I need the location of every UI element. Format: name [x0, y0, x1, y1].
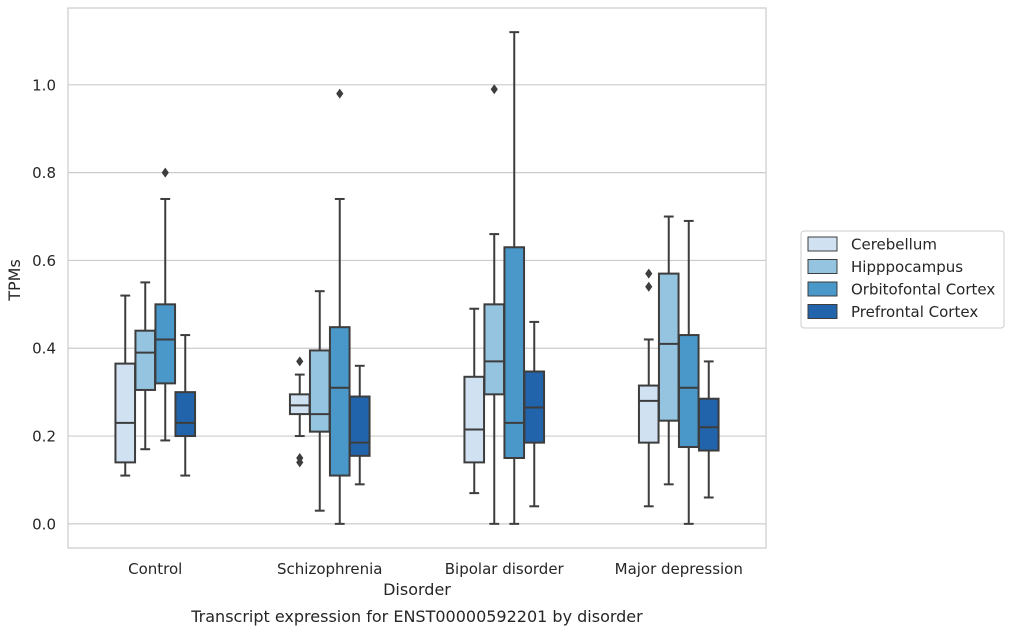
outlier-point	[645, 281, 653, 292]
box-group	[288, 88, 371, 525]
y-tick-label: 0.2	[32, 428, 56, 446]
legend-label: Cerebellum	[851, 236, 937, 254]
y-axis-ticks: 0.0 0.2 0.4 0.6 0.8 1.0	[32, 76, 56, 533]
box	[114, 362, 137, 464]
legend-frame	[800, 230, 1005, 329]
plot-area-frame	[67, 7, 767, 549]
legend-swatch	[807, 304, 838, 319]
y-tick-label: 0.4	[32, 340, 56, 358]
outlier-point	[296, 457, 304, 468]
box	[134, 329, 157, 391]
x-axis-ticks: Control Schizophrenia Bipolar disorder Majo…	[128, 560, 743, 578]
legend-label: Prefrontal Cortex	[851, 303, 978, 321]
outlier-point	[296, 356, 304, 367]
x-tick-label: Schizophrenia	[277, 560, 382, 578]
x-tick-label: Control	[128, 560, 182, 578]
legend-swatch	[807, 236, 838, 252]
y-axis-label: TPMs	[5, 259, 24, 302]
legend-swatch	[807, 259, 838, 274]
outlier-point	[645, 268, 653, 279]
y-tick-label: 0.0	[32, 515, 56, 533]
legend-label: Hipppocampus	[851, 258, 963, 276]
legend-label: Orbitofontal Cortex	[851, 281, 995, 299]
outlier-point	[161, 167, 169, 178]
outlier-point	[336, 88, 344, 99]
box	[174, 391, 197, 438]
box	[328, 326, 351, 477]
box	[637, 384, 660, 444]
x-tick-label: Bipolar disorder	[445, 560, 565, 578]
legend-swatch	[807, 281, 838, 297]
box	[348, 395, 371, 457]
box-group	[114, 167, 197, 477]
box	[288, 393, 311, 416]
box	[463, 375, 486, 464]
y-tick-label: 0.8	[32, 164, 56, 182]
legend-items: Cerebellum Hipppocampus Orbitofontal Corte…	[807, 236, 995, 321]
box	[483, 303, 506, 396]
box	[657, 272, 680, 422]
box	[308, 349, 331, 433]
box-groups	[114, 31, 720, 525]
legend: Cerebellum Hipppocampus Orbitofontal Corte…	[800, 230, 1005, 329]
y-tick-label: 0.6	[32, 252, 56, 270]
figure-caption: Transcript expression for ENST0000059220…	[190, 607, 643, 626]
outlier-point	[490, 84, 498, 95]
box-group	[463, 31, 546, 525]
box	[697, 397, 720, 452]
box	[677, 334, 700, 449]
box	[503, 246, 526, 459]
box	[154, 303, 177, 385]
y-tick-label: 1.0	[32, 76, 56, 94]
box-group	[637, 215, 720, 525]
x-axis-label: Disorder	[383, 580, 451, 599]
x-tick-label: Major depression	[615, 560, 743, 578]
